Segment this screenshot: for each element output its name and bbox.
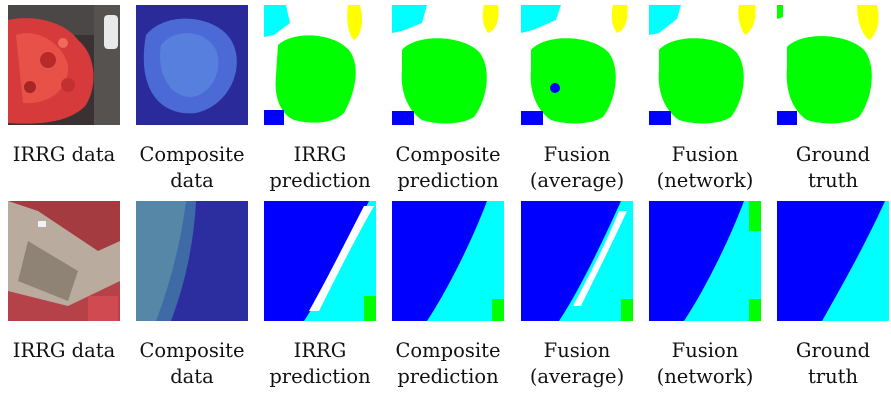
row1-irrg-prediction	[264, 5, 376, 125]
row2-composite-image	[136, 201, 248, 321]
row2-fusion-average	[521, 201, 633, 321]
row1-caption-composite-data: Composite data	[139, 143, 245, 192]
row2-caption-fusion-network: Fusion (network)	[656, 339, 754, 388]
row1-caption-fusion-network: Fusion (network)	[656, 143, 754, 192]
row2-ground-truth	[777, 201, 889, 321]
row2-caption-irrg-data: IRRG data	[12, 339, 116, 362]
row2-caption-ground-truth: Ground truth	[795, 339, 871, 388]
row2-caption-irrg-prediction: IRRG prediction	[269, 339, 371, 388]
row1-irrg-image	[8, 5, 120, 125]
row1-caption-composite-prediction: Composite prediction	[395, 143, 501, 192]
row1-caption-irrg-prediction: IRRG prediction	[269, 143, 371, 192]
row2-caption-composite-data: Composite data	[139, 339, 245, 388]
row2-fusion-network	[649, 201, 761, 321]
row1-composite-image	[136, 5, 248, 125]
row1-ground-truth	[777, 5, 889, 125]
row2-irrg-prediction	[264, 201, 376, 321]
row2-caption-composite-prediction: Composite prediction	[395, 339, 501, 388]
row2-irrg-image	[8, 201, 120, 321]
row1-caption-irrg-data: IRRG data	[12, 143, 116, 166]
row2-caption-fusion-average: Fusion (average)	[529, 339, 625, 388]
row1-fusion-network	[649, 5, 761, 125]
row1-fusion-average	[521, 5, 633, 125]
row1-composite-prediction	[392, 5, 504, 125]
row1-caption-fusion-average: Fusion (average)	[529, 143, 625, 192]
row1-caption-ground-truth: Ground truth	[795, 143, 871, 192]
row2-composite-prediction	[392, 201, 504, 321]
